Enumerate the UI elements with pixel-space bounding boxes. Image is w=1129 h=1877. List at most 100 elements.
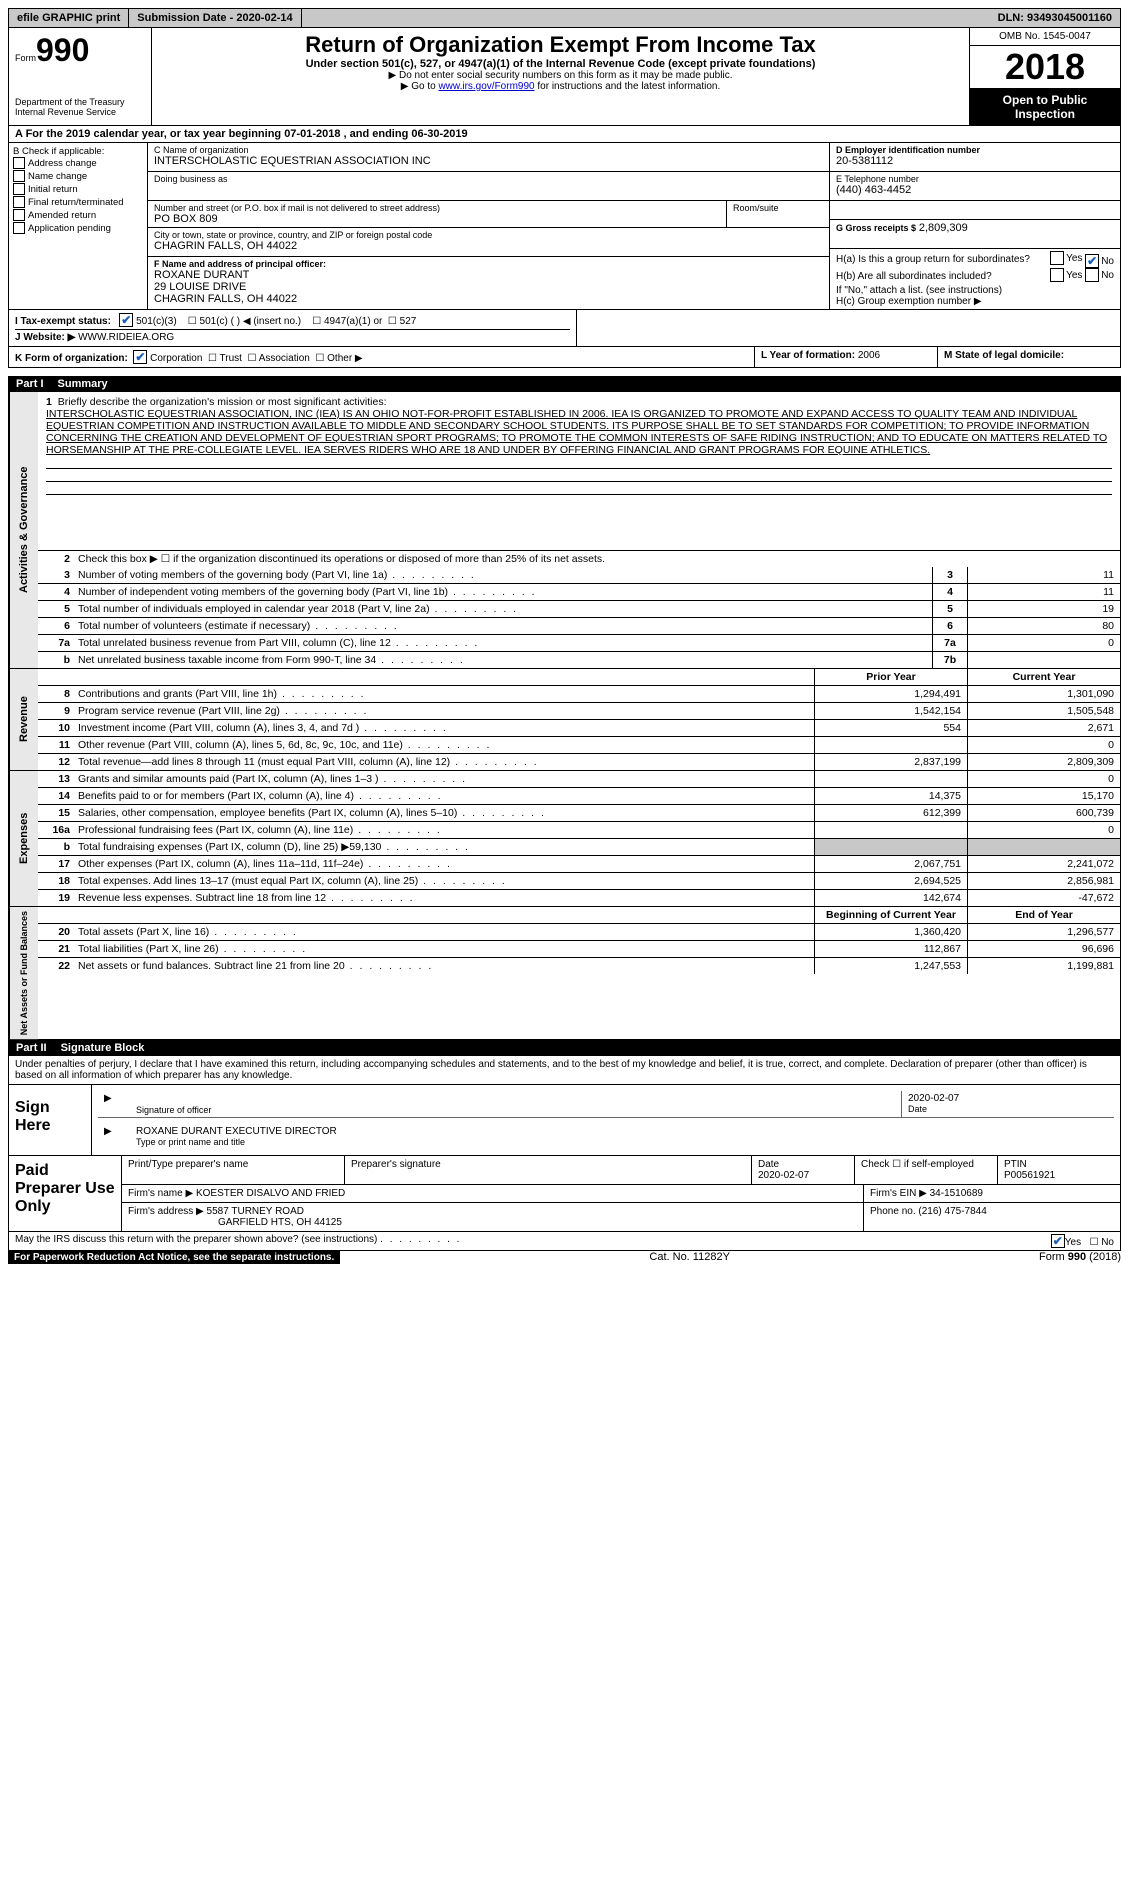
firm-ein-label: Firm's EIN ▶ bbox=[870, 1188, 927, 1199]
hb-yes[interactable]: Yes bbox=[1066, 270, 1082, 281]
col-eoy: End of Year bbox=[967, 907, 1120, 923]
table-row: 17Other expenses (Part IX, column (A), l… bbox=[38, 856, 1120, 873]
check-name-change[interactable]: Name change bbox=[13, 170, 143, 182]
hb-label: H(b) Are all subordinates included? bbox=[836, 271, 992, 282]
prep-selfemp[interactable]: Check ☐ if self-employed bbox=[855, 1156, 998, 1184]
dept-irs: Internal Revenue Service bbox=[15, 107, 145, 117]
signer-name: ROXANE DURANT EXECUTIVE DIRECTOR bbox=[136, 1126, 1108, 1137]
header-right: OMB No. 1545-0047 2018 Open to Public In… bbox=[970, 28, 1120, 125]
sign-date: 2020-02-07 bbox=[908, 1093, 1108, 1104]
org-name-label: C Name of organization bbox=[154, 145, 823, 155]
phone-label: E Telephone number bbox=[836, 174, 1114, 184]
check-final-return[interactable]: Final return/terminated bbox=[13, 196, 143, 208]
col-prior: Prior Year bbox=[814, 669, 967, 685]
submission-date: Submission Date - 2020-02-14 bbox=[129, 9, 301, 27]
sig-officer-label: Signature of officer bbox=[136, 1105, 895, 1115]
table-row: 16aProfessional fundraising fees (Part I… bbox=[38, 822, 1120, 839]
officer-label: F Name and address of principal officer: bbox=[154, 259, 326, 269]
firm-name: KOESTER DISALVO AND FRIED bbox=[196, 1188, 345, 1199]
prep-date: 2020-02-07 bbox=[758, 1170, 809, 1181]
paperwork-notice: For Paperwork Reduction Act Notice, see … bbox=[8, 1251, 340, 1264]
firm-phone-label: Phone no. bbox=[870, 1206, 916, 1217]
firm-addr-label: Firm's address ▶ bbox=[128, 1206, 204, 1217]
hb-no[interactable]: No bbox=[1101, 270, 1114, 281]
firm-ein: 34-1510689 bbox=[930, 1188, 983, 1199]
check-amended-return[interactable]: Amended return bbox=[13, 209, 143, 221]
opt-4947[interactable]: 4947(a)(1) or bbox=[324, 316, 382, 327]
sign-date-label: Date bbox=[908, 1104, 1108, 1114]
discuss-no[interactable]: No bbox=[1101, 1237, 1114, 1248]
officer-name: ROXANE DURANT bbox=[154, 269, 823, 281]
opt-corp[interactable]: Corporation bbox=[150, 353, 202, 364]
table-row: 11Other revenue (Part VIII, column (A), … bbox=[38, 737, 1120, 754]
mission-lead: Briefly describe the organization's miss… bbox=[58, 396, 387, 408]
table-row: 15Salaries, other compensation, employee… bbox=[38, 805, 1120, 822]
mission-text: INTERSCHOLASTIC EQUESTRIAN ASSOCIATION, … bbox=[46, 408, 1107, 456]
opt-other[interactable]: Other ▶ bbox=[327, 353, 362, 364]
part2-label: Part II bbox=[16, 1042, 47, 1054]
cat-no: Cat. No. 11282Y bbox=[649, 1251, 730, 1264]
ptin-value: P00561921 bbox=[1004, 1170, 1114, 1181]
omb-number: OMB No. 1545-0047 bbox=[970, 28, 1120, 46]
opt-assoc[interactable]: Association bbox=[259, 353, 310, 364]
year-formation-label: L Year of formation: bbox=[761, 350, 855, 361]
block-net-assets: Net Assets or Fund Balances Beginning of… bbox=[8, 907, 1121, 1040]
sign-here: Sign Here ▶ Signature of officer 2020-02… bbox=[9, 1085, 1120, 1156]
tab-net: Net Assets or Fund Balances bbox=[9, 907, 38, 1039]
year-formation: 2006 bbox=[858, 350, 880, 361]
opt-trust[interactable]: Trust bbox=[220, 353, 242, 364]
ha-no[interactable]: No bbox=[1101, 256, 1114, 267]
block-activities: Activities & Governance 1 Briefly descri… bbox=[8, 392, 1121, 669]
form-subtitle: Under section 501(c), 527, or 4947(a)(1)… bbox=[156, 58, 965, 70]
section-degh: D Employer identification number 20-5381… bbox=[829, 143, 1120, 309]
check-address-change[interactable]: Address change bbox=[13, 157, 143, 169]
check-icon: ✔ bbox=[133, 350, 147, 364]
note-ssn: ▶ Do not enter social security numbers o… bbox=[156, 70, 965, 81]
website-value: WWW.RIDEIEA.ORG bbox=[78, 332, 174, 343]
street-label: Number and street (or P.O. box if mail i… bbox=[154, 203, 720, 213]
firm-addr2: GARFIELD HTS, OH 44125 bbox=[128, 1217, 857, 1228]
officer-addr1: 29 LOUISE DRIVE bbox=[154, 281, 823, 293]
tax-year: 2018 bbox=[970, 46, 1120, 89]
tab-activities: Activities & Governance bbox=[9, 392, 38, 668]
block-expenses: Expenses 13Grants and similar amounts pa… bbox=[8, 771, 1121, 907]
signature-block: Under penalties of perjury, I declare th… bbox=[8, 1056, 1121, 1232]
table-row: 13Grants and similar amounts paid (Part … bbox=[38, 771, 1120, 788]
ein-label: D Employer identification number bbox=[836, 145, 980, 155]
ha-label: H(a) Is this a group return for subordin… bbox=[836, 254, 1030, 265]
table-row: 7aTotal unrelated business revenue from … bbox=[38, 635, 1120, 652]
check-initial-return[interactable]: Initial return bbox=[13, 183, 143, 195]
col-current: Current Year bbox=[967, 669, 1120, 685]
irs-link[interactable]: www.irs.gov/Form990 bbox=[438, 81, 534, 92]
opt-527[interactable]: 527 bbox=[400, 316, 417, 327]
org-name: INTERSCHOLASTIC EQUESTRIAN ASSOCIATION I… bbox=[154, 155, 823, 167]
check-application-pending[interactable]: Application pending bbox=[13, 222, 143, 234]
table-row: 14Benefits paid to or for members (Part … bbox=[38, 788, 1120, 805]
form-org-label: K Form of organization: bbox=[15, 353, 128, 364]
opt-501c3[interactable]: 501(c)(3) bbox=[136, 316, 177, 327]
discuss-yes[interactable]: Yes bbox=[1065, 1237, 1081, 1248]
part1-bar: Part I Summary bbox=[8, 376, 1121, 392]
check-icon: ✔ bbox=[119, 313, 133, 327]
signer-name-label: Type or print name and title bbox=[136, 1137, 1108, 1147]
form-number: 990 bbox=[36, 32, 89, 68]
row-klm: K Form of organization: ✔ Corporation ☐ … bbox=[8, 347, 1121, 368]
col-bcy: Beginning of Current Year bbox=[814, 907, 967, 923]
discuss-text: May the IRS discuss this return with the… bbox=[15, 1234, 377, 1245]
street: PO BOX 809 bbox=[154, 213, 720, 225]
opt-501c[interactable]: 501(c) ( ) ◀ (insert no.) bbox=[200, 316, 302, 327]
form-footer: Form 990 (2018) bbox=[1039, 1251, 1121, 1264]
part1-title: Summary bbox=[58, 378, 108, 390]
form-title: Return of Organization Exempt From Incom… bbox=[156, 32, 965, 58]
table-row: 8Contributions and grants (Part VIII, li… bbox=[38, 686, 1120, 703]
table-row: 21Total liabilities (Part X, line 26)112… bbox=[38, 941, 1120, 958]
sign-here-label: Sign Here bbox=[9, 1085, 92, 1155]
form-header: Form990 Department of the Treasury Inter… bbox=[8, 28, 1121, 126]
check-icon: ✔ bbox=[1085, 254, 1099, 268]
check-icon: ✔ bbox=[1051, 1234, 1065, 1248]
table-row: 6Total number of volunteers (estimate if… bbox=[38, 618, 1120, 635]
ha-yes[interactable]: Yes bbox=[1066, 253, 1082, 264]
section-b: B Check if applicable: Address change Na… bbox=[9, 143, 148, 309]
note-link: ▶ Go to www.irs.gov/Form990 for instruct… bbox=[156, 81, 965, 92]
efile-label: efile GRAPHIC print bbox=[9, 9, 129, 27]
